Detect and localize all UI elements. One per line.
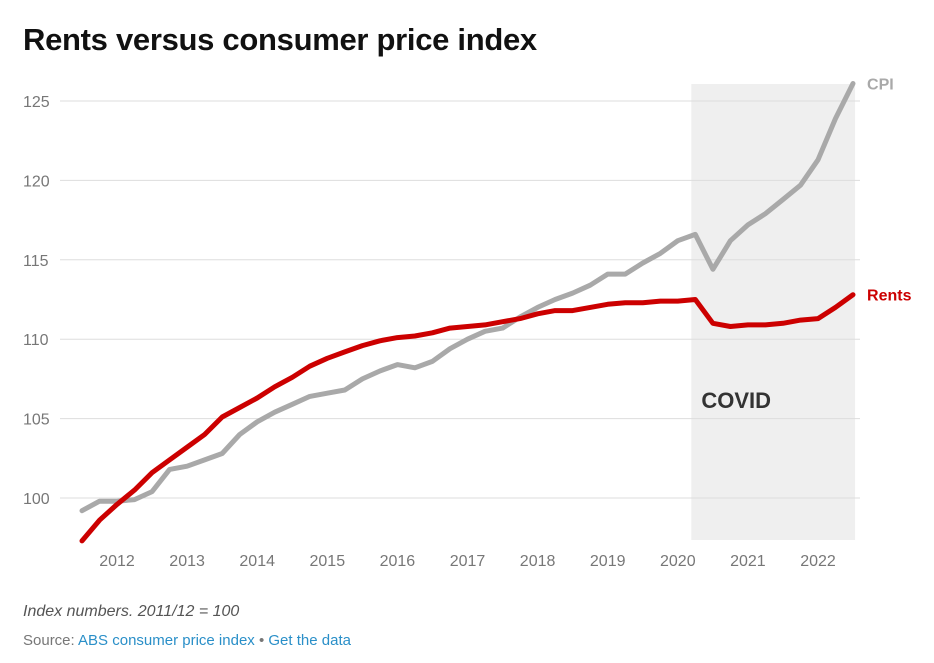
x-tick-2021: 2021 (730, 553, 766, 570)
y-tick-125: 125 (23, 94, 50, 111)
x-tick-2022: 2022 (800, 553, 836, 570)
covid-label: COVID (701, 388, 771, 413)
source-link-abs-cpi[interactable]: ABS consumer price index (78, 632, 255, 649)
series-line-rents (79, 292, 856, 544)
source-separator: • (254, 632, 269, 649)
y-tick-120: 120 (23, 173, 50, 190)
x-axis-ticks: 2012 2013 2014 2015 2016 2017 2018 2019 2020 2021… (99, 553, 836, 570)
source-line: Source: ABS consumer price index • Get t… (23, 632, 351, 649)
chart-title: Rents versus consumer price index (23, 22, 537, 57)
get-the-data-link[interactable]: Get the data (268, 632, 351, 649)
series-line-cpi (79, 81, 856, 514)
series-lines (79, 81, 856, 544)
y-tick-100: 100 (23, 491, 50, 508)
y-tick-110: 110 (23, 332, 49, 349)
y-tick-105: 105 (23, 412, 50, 429)
y-tick-115: 115 (23, 253, 49, 270)
index-note: Index numbers. 2011/12 = 100 (23, 603, 240, 620)
x-tick-2013: 2013 (169, 553, 205, 570)
x-tick-2012: 2012 (99, 553, 135, 570)
x-tick-2020: 2020 (660, 553, 696, 570)
series-labels: CPI Rents (867, 77, 912, 305)
series-label-cpi: CPI (867, 77, 894, 94)
x-tick-2018: 2018 (520, 553, 556, 570)
y-axis-ticks: 100 105 110 115 120 125 (23, 94, 50, 508)
source-prefix: Source: (23, 632, 79, 649)
x-tick-2019: 2019 (590, 553, 626, 570)
x-tick-2015: 2015 (310, 553, 346, 570)
gridlines (60, 100, 860, 499)
x-tick-2016: 2016 (380, 553, 416, 570)
x-tick-2014: 2014 (239, 553, 275, 570)
x-tick-2017: 2017 (450, 553, 486, 570)
series-label-rents: Rents (867, 288, 912, 305)
